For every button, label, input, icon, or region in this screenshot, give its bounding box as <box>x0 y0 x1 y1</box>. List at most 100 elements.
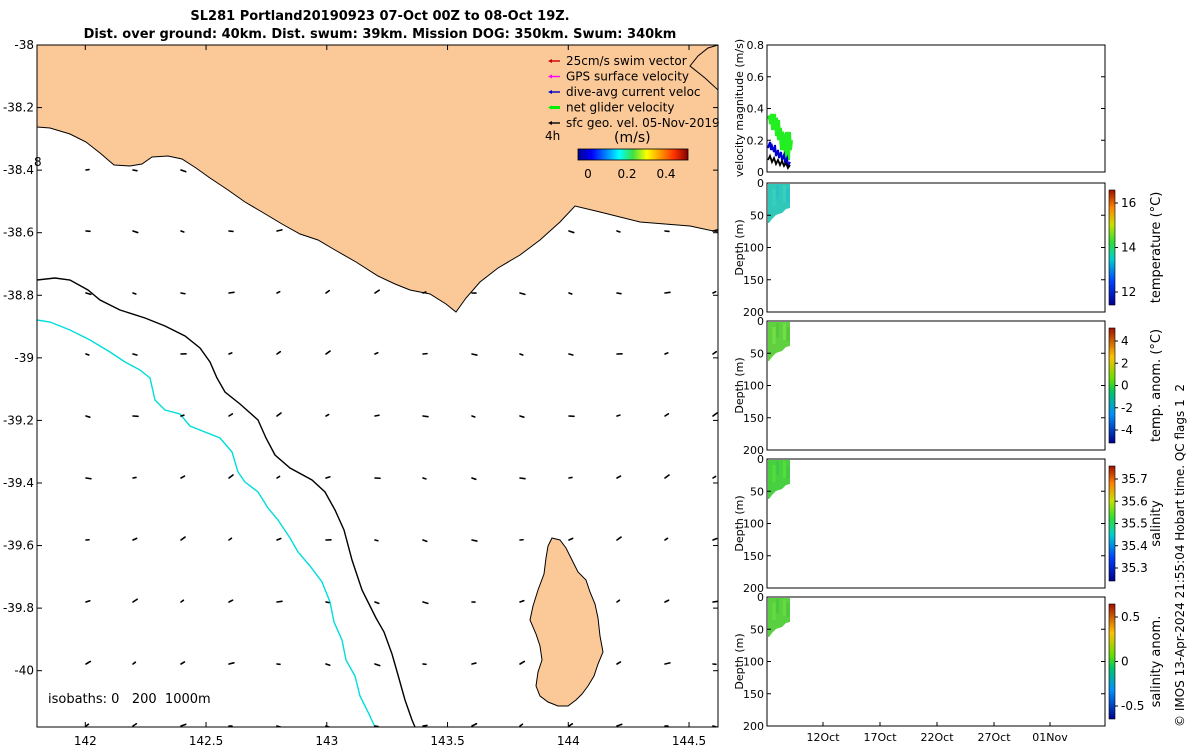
velocity-vector <box>616 599 621 603</box>
speed-colorbar <box>577 148 689 161</box>
velocity-vector <box>228 599 234 603</box>
velocity-vector <box>568 292 573 295</box>
cbar-tick-label: 0 <box>1121 379 1129 393</box>
depth-tick-label: 150 <box>743 550 764 563</box>
depth-tick-label: 150 <box>743 274 764 287</box>
depth-tick-label: 50 <box>750 485 764 498</box>
velocity-vector <box>712 537 718 541</box>
salinity-colorbar <box>1108 465 1116 582</box>
legend-arrowhead <box>548 74 552 79</box>
depth-tick-label: 150 <box>743 412 764 425</box>
velocity-vector <box>180 599 185 603</box>
lat-tick-label: -38 <box>14 38 34 52</box>
cbar-tick-label: -0.5 <box>1121 699 1144 713</box>
legend-label: dive-avg current veloc <box>566 85 701 99</box>
depth-tick-label: 200 <box>743 720 764 733</box>
temp_anom-section-cell <box>776 323 779 337</box>
sal_anom-section-cell <box>776 599 779 613</box>
velocity-vector <box>180 723 187 727</box>
velocity-vector <box>228 291 235 294</box>
dive-avg-current-trace <box>767 141 791 170</box>
depth-tick-label: 50 <box>750 623 764 636</box>
label-8: 8 <box>34 155 42 169</box>
sal_anom-colorbar <box>1108 603 1116 720</box>
velocity-vector <box>132 476 137 479</box>
velocity-vector <box>276 290 281 294</box>
legend-label: net glider velocity <box>566 101 674 115</box>
velocity-vector <box>568 537 574 541</box>
velocity-vector <box>132 169 138 172</box>
temperature-section-cell <box>783 185 786 202</box>
velocity-vector <box>519 599 525 603</box>
lat-tick-label: -39.4 <box>3 476 34 490</box>
velocity-vector <box>422 477 427 480</box>
velocity-vector <box>712 290 717 294</box>
velocity-vector <box>374 601 380 605</box>
cbar-tick-label: 35.3 <box>1121 561 1148 575</box>
cbar-tick-label: 35.6 <box>1121 494 1148 508</box>
velocity-vector <box>664 662 671 665</box>
velocity-vector <box>85 292 92 296</box>
salinity-axes <box>766 458 1106 589</box>
velocity-vector <box>180 230 185 233</box>
salinity-panel: 0 50 100 150 200 Depth (m) 35.7 35.6 35.5 35.4 35.… <box>733 453 1164 595</box>
lon-tick-label: 144.5 <box>672 734 706 748</box>
king-island <box>529 537 604 707</box>
velocity-vector <box>325 413 330 417</box>
isobath-1000m <box>37 319 376 727</box>
depth-tick-label: 200 <box>743 582 764 595</box>
lat-tick-label: -39.2 <box>3 413 34 427</box>
depth-tick-label: 100 <box>743 242 764 255</box>
velocity-vector <box>374 414 380 417</box>
sal_anom-axes <box>766 596 1106 727</box>
velocity-vector <box>568 353 574 356</box>
velocity-vector <box>422 601 429 605</box>
velocity-vector <box>712 412 718 417</box>
legend-arrowhead <box>548 90 552 94</box>
lat-tick-label: -39.8 <box>3 601 34 615</box>
legend-arrowhead <box>548 105 552 110</box>
velocity-vector <box>325 663 331 667</box>
cbar-tick-label: -2 <box>1121 401 1133 415</box>
cbar-tick-label: 0.5 <box>1121 610 1140 624</box>
velocity-vector <box>471 662 477 665</box>
vel-tick-label: 0 <box>757 166 764 179</box>
sal_anom-section-cell <box>769 599 772 619</box>
velocity-vector <box>471 722 478 727</box>
cbar-tick-label: 14 <box>1121 241 1136 255</box>
salinity-section-cell <box>783 461 786 478</box>
velocity-ylabel: velocity magnitude (m/s) <box>733 39 746 177</box>
velocity-vector <box>664 291 671 294</box>
velocity-vector <box>228 352 233 355</box>
legend-label: 25cm/s swim vector <box>566 54 687 68</box>
velocity-vector <box>616 536 622 541</box>
legend-label: sfc geo. vel. 05-Nov-2019 <box>566 116 720 130</box>
velocity-vector <box>519 477 526 480</box>
velocity-vector <box>85 477 92 480</box>
depth-tick-label: 100 <box>743 656 764 669</box>
velocity-yaxis: 0.8 0.6 0.4 0.2 0 <box>747 39 1105 179</box>
longitude-axis: 142 142.5 143 143.5 144 144.5 <box>74 45 706 748</box>
vel-tick-label: 0.4 <box>747 103 765 116</box>
velocity-vector <box>325 476 331 479</box>
temperature-section-cell <box>779 189 783 209</box>
sal_anom-section-cell <box>786 603 790 617</box>
isobath-200m <box>37 277 416 727</box>
colorbar-unit: (m/s) <box>614 130 651 146</box>
vel-tick-label: 0.6 <box>747 71 765 84</box>
velocity-axes <box>766 44 1106 173</box>
velocity-vector <box>374 289 380 294</box>
temperature-section-cell <box>786 189 790 203</box>
temp_anom-colorbar <box>1108 327 1116 444</box>
cbar-tick-label: 12 <box>1121 285 1136 299</box>
lat-tick-label: -39.6 <box>3 539 34 553</box>
velocity-vector <box>276 600 283 603</box>
velocity-vector <box>180 292 186 295</box>
temperature-section-cell <box>769 185 772 205</box>
velocity-vector <box>712 475 717 479</box>
velocity-vector <box>422 724 428 727</box>
velocity-vector <box>712 229 718 232</box>
velocity-vector <box>325 289 331 294</box>
velocity-vector <box>664 474 670 479</box>
